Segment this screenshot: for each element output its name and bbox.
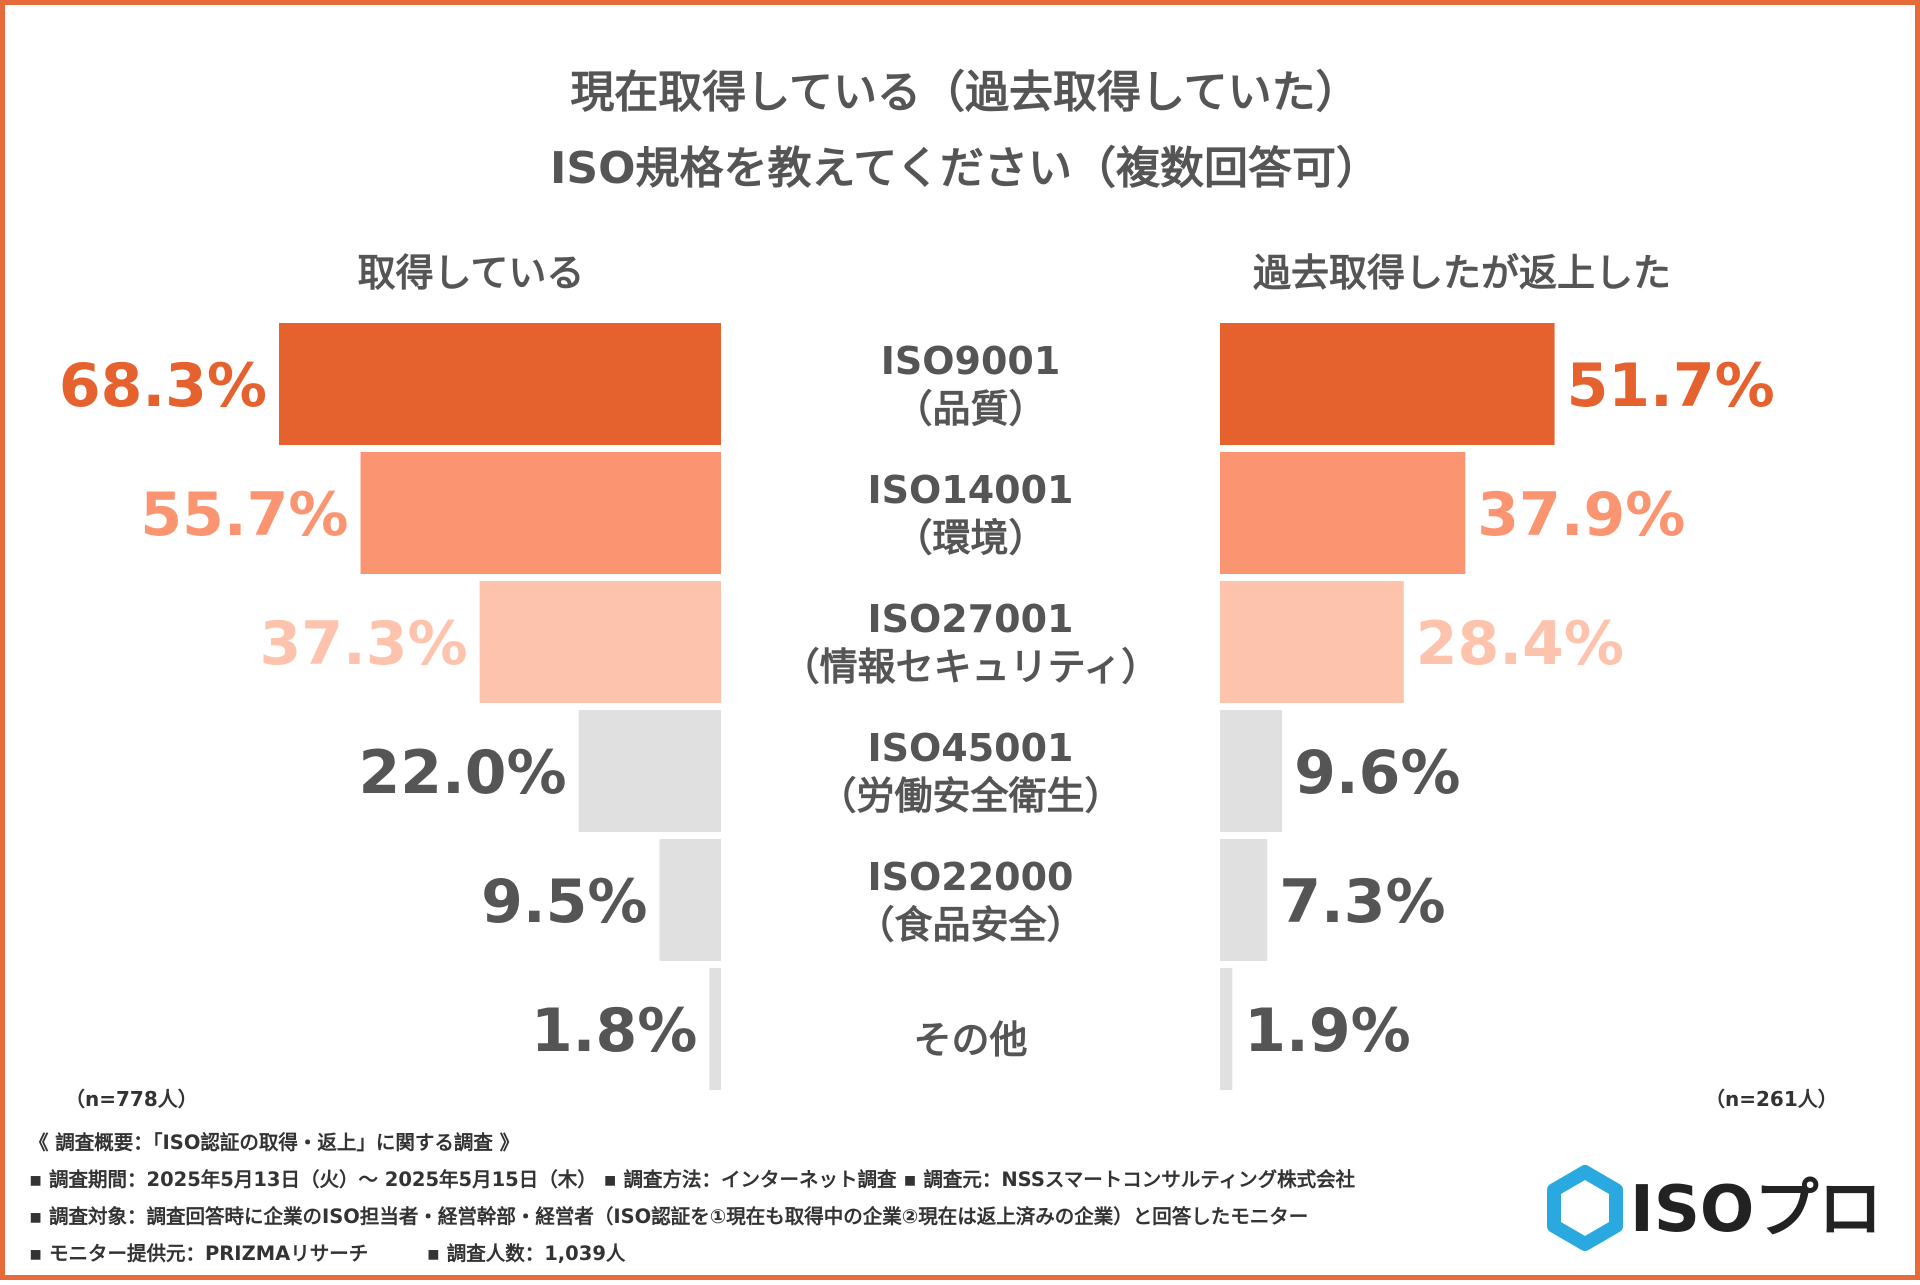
- left-value-label-3: 22.0%: [358, 738, 566, 808]
- right-value-label-0: 51.7%: [1567, 351, 1775, 421]
- right-bar-5: [1220, 968, 1233, 1090]
- hexagon-logo-icon: [1547, 1165, 1623, 1251]
- survey-period-line: ▪ 調査期間：2025年5月13日（火）～ 2025年5月15日（木） ▪ 調査…: [29, 1168, 1356, 1191]
- left-value-label-1: 55.7%: [140, 480, 348, 550]
- left-bar-3: [578, 710, 721, 832]
- right-value-label-1: 37.9%: [1477, 480, 1685, 550]
- right-value-label-5: 1.9%: [1244, 996, 1410, 1066]
- category-label-0-line-1: ISO9001: [881, 339, 1061, 383]
- right-bar-2: [1220, 581, 1404, 703]
- category-label-2-line-2: （情報セキュリティ）: [782, 645, 1160, 689]
- right-bar-3: [1220, 710, 1283, 832]
- logo: ISOプロ: [1547, 1165, 1882, 1251]
- category-label-4-line-1: ISO22000: [867, 855, 1073, 899]
- category-label-4-line-2: （食品安全）: [856, 903, 1084, 947]
- right-value-label-3: 9.6%: [1294, 738, 1460, 808]
- category-label-2-line-1: ISO27001: [867, 597, 1073, 641]
- left-bar-4: [659, 839, 721, 961]
- left-value-label-0: 68.3%: [59, 351, 267, 421]
- right-bar-1: [1220, 452, 1466, 574]
- left-bar-2: [479, 581, 721, 703]
- chart-title-line-1: 現在取得している（過去取得していた）: [570, 67, 1359, 118]
- category-labels-layer: ISO9001（品質） ISO14001（環境） ISO27001（情報セキュリティ…: [782, 339, 1160, 1062]
- left-value-label-5: 1.8%: [531, 996, 697, 1066]
- bars-layer: [279, 323, 1555, 1090]
- survey-overview-heading: 《 調査概要：「ISO認証の取得・返上」に関する調査 》: [29, 1131, 519, 1154]
- chart-title-line-2: ISO規格を教えてください（複数回答可）: [550, 143, 1380, 194]
- left-bar-5: [709, 968, 721, 1090]
- category-label-1-line-1: ISO14001: [867, 468, 1073, 512]
- logo-text: ISOプロ: [1630, 1173, 1882, 1247]
- left-value-label-2: 37.3%: [259, 609, 467, 679]
- right-value-label-4: 7.3%: [1279, 867, 1445, 937]
- category-label-5: その他: [913, 1018, 1027, 1062]
- category-label-0-line-2: （品質）: [894, 387, 1046, 431]
- right-value-label-2: 28.4%: [1416, 609, 1624, 679]
- right-sample-size: （n=261人）: [1705, 1087, 1838, 1111]
- category-label-1-line-2: （環境）: [894, 516, 1046, 560]
- value-labels-layer: 68.3% 51.7% 55.7% 37.9% 37.3% 28.4% 22.0% 9.6% 9…: [59, 351, 1775, 1066]
- left-sample-size: （n=778人）: [65, 1087, 198, 1111]
- left-bar-1: [360, 452, 721, 574]
- survey-provider-line: ▪ モニター提供元：PRIZMAリサーチ ▪ 調査人数：1,039人: [29, 1242, 626, 1265]
- right-bar-4: [1220, 839, 1268, 961]
- left-series-header: 取得している: [358, 251, 585, 295]
- left-value-label-4: 9.5%: [481, 867, 647, 937]
- right-series-header: 過去取得したが返上した: [1253, 251, 1671, 295]
- left-bar-0: [279, 323, 721, 445]
- category-label-3-line-2: （労働安全衛生）: [818, 774, 1122, 818]
- chart: 現在取得している（過去取得していた） ISO規格を教えてください（複数回答可） …: [29, 67, 1882, 1265]
- survey-target-line: ▪ 調査対象：調査回答時に企業のISO担当者・経営幹部・経営者（ISO認証を①現…: [29, 1205, 1308, 1228]
- right-bar-0: [1220, 323, 1555, 445]
- category-label-3-line-1: ISO45001: [867, 726, 1073, 770]
